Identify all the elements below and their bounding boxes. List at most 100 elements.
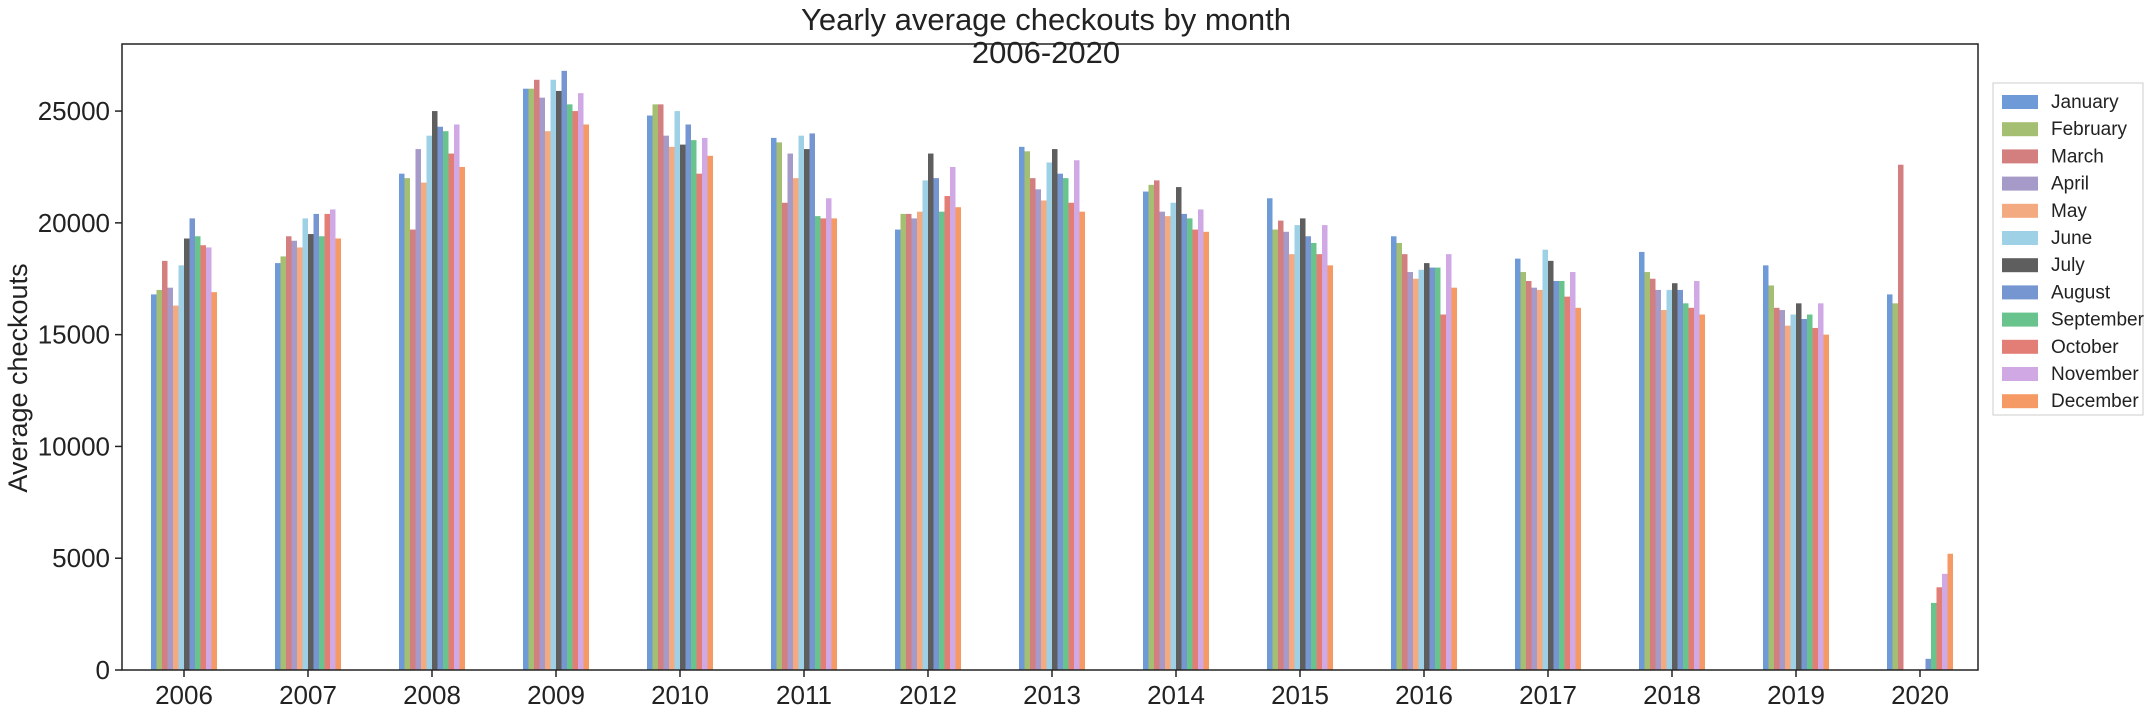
bar-september-2014 <box>1187 218 1193 670</box>
x-tick-label: 2011 <box>776 680 832 710</box>
bar-april-2017 <box>1531 287 1537 670</box>
x-tick-label: 2014 <box>1147 680 1205 710</box>
bar-november-2020 <box>1942 573 1948 670</box>
bar-february-2018 <box>1644 272 1650 670</box>
bar-april-2011 <box>787 153 793 671</box>
x-tick-label: 2013 <box>1023 680 1081 710</box>
bar-november-2019 <box>1818 303 1824 670</box>
legend-label-april: April <box>2051 174 2089 195</box>
bar-july-2019 <box>1796 303 1802 670</box>
bar-october-2010 <box>696 173 702 671</box>
legend-label-december: December <box>2051 391 2139 412</box>
bar-december-2016 <box>1451 287 1457 670</box>
bar-august-2013 <box>1057 173 1063 671</box>
plot-frame <box>121 43 1979 671</box>
bar-april-2013 <box>1035 189 1041 670</box>
bar-february-2013 <box>1024 151 1030 670</box>
bar-september-2006 <box>195 236 201 670</box>
bar-may-2008 <box>421 182 427 671</box>
bar-december-2019 <box>1823 334 1829 670</box>
bar-december-2010 <box>707 155 713 671</box>
bar-may-2012 <box>917 211 923 670</box>
x-tick-label: 2015 <box>1271 680 1329 710</box>
bar-july-2008 <box>432 111 438 670</box>
legend-label-june: June <box>2051 228 2092 249</box>
legend-label-march: March <box>2051 146 2104 167</box>
bar-january-2019 <box>1763 265 1769 670</box>
legend: January February March April May June July Augu… <box>1992 82 2145 416</box>
bar-december-2011 <box>831 218 837 670</box>
bar-march-2007 <box>286 236 292 670</box>
bar-may-2016 <box>1413 278 1419 670</box>
bar-august-2019 <box>1801 318 1807 670</box>
bar-may-2015 <box>1289 254 1295 670</box>
legend-swatch-february <box>2002 122 2038 137</box>
bar-december-2015 <box>1327 265 1333 670</box>
y-tick-label: 20000 <box>38 208 110 238</box>
bar-january-2010 <box>647 115 653 671</box>
bar-september-2015 <box>1311 242 1317 671</box>
bar-august-2011 <box>809 133 815 670</box>
bar-august-2008 <box>437 126 443 671</box>
bar-june-2012 <box>922 180 928 670</box>
bar-august-2014 <box>1181 213 1187 670</box>
bar-march-2020 <box>1898 164 1904 671</box>
bar-november-2008 <box>454 124 460 671</box>
bar-march-2019 <box>1774 307 1780 670</box>
legend-label-january: January <box>2051 92 2119 113</box>
x-tick-label: 2007 <box>279 680 337 710</box>
bar-august-2010 <box>685 124 691 671</box>
bar-june-2006 <box>178 265 184 670</box>
bar-november-2017 <box>1570 272 1576 670</box>
bar-june-2013 <box>1046 162 1052 671</box>
bar-october-2015 <box>1316 254 1322 670</box>
bar-september-2018 <box>1683 303 1689 670</box>
bar-april-2019 <box>1779 310 1785 670</box>
bar-january-2017 <box>1515 258 1521 670</box>
chart-subtitle: 2006-2020 <box>972 35 1120 70</box>
legend-label-november: November <box>2051 364 2139 385</box>
bar-february-2011 <box>776 142 782 670</box>
y-tick-label: 5000 <box>52 543 110 573</box>
bar-june-2018 <box>1666 289 1672 670</box>
bar-january-2011 <box>771 137 777 670</box>
legend-label-september: September <box>2051 310 2145 331</box>
bar-november-2009 <box>578 93 584 670</box>
bar-august-2018 <box>1677 289 1683 670</box>
legend-swatch-september <box>2002 312 2038 327</box>
y-tick-label: 15000 <box>38 320 110 350</box>
bar-april-2012 <box>911 218 917 670</box>
bar-june-2009 <box>550 79 556 670</box>
bar-july-2014 <box>1176 187 1182 670</box>
bar-january-2009 <box>523 88 529 670</box>
legend-swatch-july <box>2002 258 2038 273</box>
bar-june-2015 <box>1294 225 1300 670</box>
y-tick-label: 25000 <box>38 96 110 126</box>
legend-swatch-may <box>2002 203 2038 218</box>
bar-january-2013 <box>1019 146 1025 671</box>
bar-september-2012 <box>939 211 945 670</box>
bar-march-2016 <box>1402 254 1408 670</box>
bar-november-2006 <box>206 247 212 670</box>
bar-november-2016 <box>1446 254 1452 670</box>
bar-october-2018 <box>1688 307 1694 670</box>
bar-october-2006 <box>200 245 206 670</box>
y-ticks-group: 0 5000 10000 15000 20000 25000 <box>38 96 122 685</box>
bar-september-2007 <box>319 236 325 670</box>
x-tick-label: 2018 <box>1643 680 1701 710</box>
bar-april-2015 <box>1283 231 1289 671</box>
bar-july-2010 <box>680 144 686 671</box>
bar-october-2016 <box>1440 314 1446 670</box>
bar-may-2013 <box>1041 200 1047 670</box>
bar-september-2016 <box>1435 267 1441 670</box>
bar-august-2009 <box>561 70 567 670</box>
bar-october-2014 <box>1192 229 1198 670</box>
legend-swatch-december <box>2002 394 2038 409</box>
bar-august-2007 <box>313 213 319 670</box>
bar-april-2008 <box>415 149 421 670</box>
bar-july-2015 <box>1300 218 1306 670</box>
bar-may-2011 <box>793 178 799 670</box>
bar-september-2010 <box>691 140 697 670</box>
x-ticks-group: 2006 2007 2008 2009 2010 2011 2012 2013 2014 2015… <box>155 670 1949 710</box>
